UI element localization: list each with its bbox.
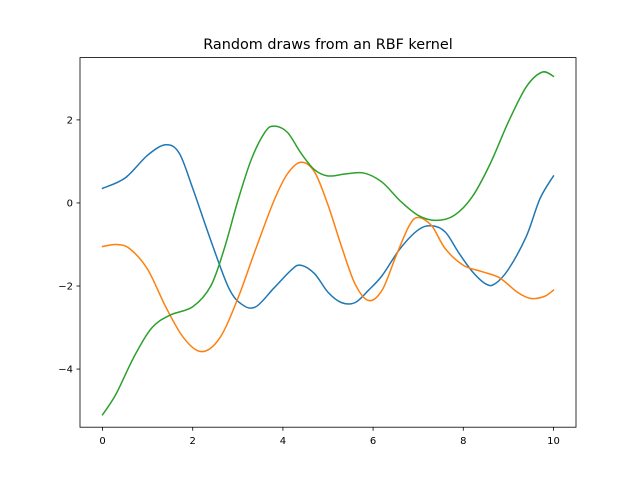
x-axis-ticks: 0 2 4 6 8 10	[99, 427, 560, 447]
chart-title: Random draws from an RBF kernel	[203, 37, 452, 53]
x-tick-label: 6	[370, 436, 376, 447]
y-axis-ticks: −4 −2 0 2	[58, 115, 80, 376]
x-tick-label: 0	[99, 436, 105, 447]
y-tick-label: 0	[67, 199, 73, 210]
x-tick-label: 2	[190, 436, 196, 447]
series-line-3	[101, 71, 555, 416]
series-line-2	[101, 161, 555, 353]
y-tick-label: −4	[58, 365, 73, 376]
y-tick-label: 2	[67, 115, 73, 126]
x-tick-label: 8	[460, 436, 466, 447]
y-tick-label: −2	[58, 282, 73, 293]
series-layer	[101, 71, 555, 416]
series-line-1	[101, 144, 555, 309]
x-tick-label: 10	[547, 436, 560, 447]
axes-frame	[79, 57, 577, 428]
x-tick-label: 4	[280, 436, 286, 447]
